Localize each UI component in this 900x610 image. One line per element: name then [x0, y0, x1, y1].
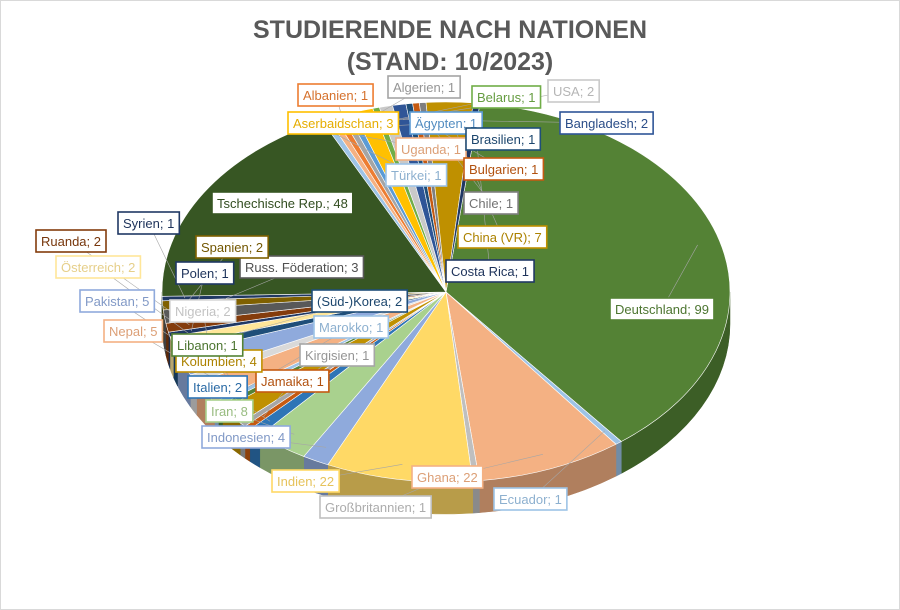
- data-label-kirgisien: Kirgisien; 1: [299, 343, 376, 367]
- data-label-nigeria: Nigeria; 2: [169, 299, 237, 323]
- chart-title: STUDIERENDE NACH NATIONEN (STAND: 10/202…: [0, 14, 900, 78]
- svg-text:China (VR); 7: China (VR); 7: [463, 230, 542, 245]
- svg-text:Nigeria; 2: Nigeria; 2: [175, 304, 231, 319]
- svg-text:Türkei; 1: Türkei; 1: [391, 168, 442, 183]
- data-label-tschechische-rep: Tschechische Rep.; 48: [211, 191, 354, 215]
- data-label-indien: Indien; 22: [271, 469, 340, 493]
- svg-text:Spanien; 2: Spanien; 2: [201, 240, 263, 255]
- svg-text:Kirgisien; 1: Kirgisien; 1: [305, 348, 369, 363]
- data-label-brasilien: Brasilien; 1: [465, 127, 542, 151]
- svg-text:Kolumbien; 4: Kolumbien; 4: [181, 354, 257, 369]
- svg-text:Indien; 22: Indien; 22: [277, 474, 334, 489]
- data-label-tuerkei: Türkei; 1: [385, 163, 448, 187]
- chart-title-line-1: STUDIERENDE NACH NATIONEN: [253, 16, 647, 44]
- data-label-spanien: Spanien; 2: [195, 235, 269, 259]
- svg-text:Italien; 2: Italien; 2: [193, 380, 242, 395]
- svg-text:Algerien; 1: Algerien; 1: [393, 80, 455, 95]
- data-labels: Deutschland; 99 Ecuador; 1 Ghana; 22 Großbr…: [35, 75, 715, 519]
- data-label-aegypten: Ägypten; 1: [409, 111, 483, 135]
- data-label-chile: Chile; 1: [463, 191, 519, 215]
- svg-text:Großbritannien; 1: Großbritannien; 1: [325, 500, 426, 515]
- svg-text:Österreich; 2: Österreich; 2: [61, 260, 135, 275]
- svg-text:(Süd-)Korea; 2: (Süd-)Korea; 2: [317, 294, 402, 309]
- data-label-libanon: Libanon; 1: [171, 333, 244, 357]
- leader-line-syrien: [148, 222, 186, 299]
- svg-text:Brasilien; 1: Brasilien; 1: [471, 132, 535, 147]
- data-label-ghana: Ghana; 22: [411, 465, 484, 489]
- data-label-deutschland: Deutschland; 99: [609, 297, 715, 321]
- data-label-iran: Iran; 8: [205, 399, 254, 423]
- svg-text:Polen; 1: Polen; 1: [181, 266, 229, 281]
- data-label-italien: Italien; 2: [187, 375, 248, 399]
- svg-text:Russ. Föderation; 3: Russ. Föderation; 3: [245, 260, 358, 275]
- svg-text:Indonesien; 4: Indonesien; 4: [207, 430, 285, 445]
- data-label-grossbritannien: Großbritannien; 1: [319, 495, 432, 519]
- svg-text:Jamaika; 1: Jamaika; 1: [261, 374, 324, 389]
- data-label-marokko: Marokko; 1: [313, 315, 390, 339]
- data-label-polen: Polen; 1: [175, 261, 235, 285]
- data-label-aserbaidschan: Aserbaidschan; 3: [287, 111, 400, 135]
- svg-text:Bulgarien; 1: Bulgarien; 1: [469, 162, 538, 177]
- svg-text:Marokko; 1: Marokko; 1: [319, 320, 383, 335]
- data-label-jamaika: Jamaika; 1: [255, 369, 330, 393]
- svg-text:Ghana; 22: Ghana; 22: [417, 470, 478, 485]
- slice-side-ecuador: [615, 441, 622, 477]
- svg-text:Libanon; 1: Libanon; 1: [177, 338, 238, 353]
- svg-text:Deutschland; 99: Deutschland; 99: [615, 302, 709, 317]
- svg-text:Nepal; 5: Nepal; 5: [109, 324, 157, 339]
- svg-text:Uganda; 1: Uganda; 1: [401, 142, 461, 157]
- svg-text:Belarus; 1: Belarus; 1: [477, 90, 536, 105]
- data-label-uganda: Uganda; 1: [395, 137, 467, 161]
- data-label-nepal: Nepal; 5: [103, 319, 164, 343]
- data-label-ruanda: Ruanda; 2: [35, 229, 107, 253]
- data-label-bulgarien: Bulgarien; 1: [463, 157, 545, 181]
- svg-text:Albanien; 1: Albanien; 1: [303, 88, 368, 103]
- data-label-bangladesh: Bangladesh; 2: [559, 111, 654, 135]
- svg-text:Costa Rica; 1: Costa Rica; 1: [451, 264, 529, 279]
- svg-text:Tschechische Rep.; 48: Tschechische Rep.; 48: [217, 196, 348, 211]
- data-label-syrien: Syrien; 1: [117, 211, 181, 235]
- data-label-russ-foederation: Russ. Föderation; 3: [239, 255, 365, 279]
- svg-text:Pakistan; 5: Pakistan; 5: [85, 294, 149, 309]
- data-label-indonesien: Indonesien; 4: [201, 425, 291, 449]
- data-label-ecuador: Ecuador; 1: [493, 487, 568, 511]
- svg-text:Iran; 8: Iran; 8: [211, 404, 248, 419]
- data-label-algerien: Algerien; 1: [387, 75, 461, 99]
- svg-text:Ecuador; 1: Ecuador; 1: [499, 492, 562, 507]
- svg-text:Ägypten; 1: Ägypten; 1: [415, 116, 477, 131]
- data-label-pakistan: Pakistan; 5: [79, 289, 156, 313]
- svg-text:Syrien; 1: Syrien; 1: [123, 216, 174, 231]
- data-label-belarus: Belarus; 1: [471, 85, 542, 109]
- data-label-costa-rica: Costa Rica; 1: [445, 259, 535, 283]
- data-label-albanien: Albanien; 1: [297, 83, 374, 107]
- slice-ghana[interactable]: [445, 291, 617, 481]
- svg-text:Bangladesh; 2: Bangladesh; 2: [565, 116, 648, 131]
- data-label-oesterreich: Österreich; 2: [55, 255, 142, 279]
- chart-title-line-2: (STAND: 10/2023): [346, 48, 554, 76]
- data-label-sued-korea: (Süd-)Korea; 2: [311, 289, 409, 313]
- data-label-china-vr: China (VR); 7: [457, 225, 548, 249]
- data-label-usa: USA; 2: [547, 79, 600, 103]
- svg-text:Aserbaidschan; 3: Aserbaidschan; 3: [293, 116, 393, 131]
- svg-text:Chile; 1: Chile; 1: [469, 196, 513, 211]
- svg-text:Ruanda; 2: Ruanda; 2: [41, 234, 101, 249]
- svg-text:USA; 2: USA; 2: [553, 84, 594, 99]
